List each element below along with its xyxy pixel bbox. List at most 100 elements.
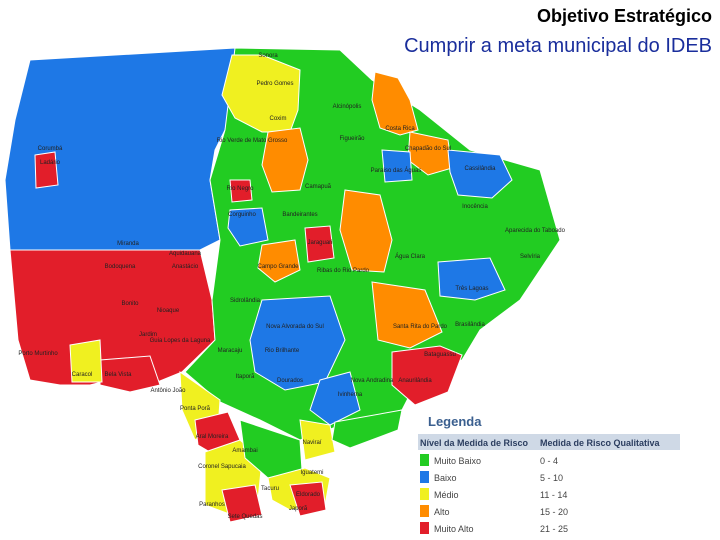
place-label: Paraíso das Águas	[371, 167, 422, 174]
legend-column: Nível da Medida de Risco	[420, 438, 529, 448]
subtitle: Cumprir a meta municipal do IDEB	[404, 35, 712, 57]
place-label: Antônio João	[150, 388, 186, 394]
legend-level: Alto	[434, 507, 450, 517]
place-label: Ribas do Rio Pardo	[317, 268, 370, 274]
legend-column: Medida de Risco Qualitativa	[540, 438, 661, 448]
legend-range: 11 - 14	[540, 490, 567, 500]
place-label: Santa Rita do Pardo	[393, 324, 448, 330]
place-label: Sonora	[258, 53, 278, 59]
region	[381, 149, 413, 183]
legend-level: Médio	[434, 490, 459, 500]
place-label: Jaraguari	[307, 240, 332, 246]
region	[229, 179, 253, 203]
region	[391, 345, 463, 406]
place-label: Jardim	[139, 332, 157, 338]
place-label: Bela Vista	[105, 372, 133, 378]
region	[289, 481, 327, 517]
place-label: Coxim	[269, 116, 286, 122]
place-label: Anaurilândia	[398, 378, 432, 384]
place-label: Eldorado	[296, 492, 321, 498]
place-label: Caracol	[72, 372, 93, 378]
place-label: Paranhos	[199, 502, 225, 508]
place-label: Bodoquena	[105, 264, 136, 270]
region	[309, 371, 361, 426]
place-label: Três Lagoas	[455, 286, 488, 292]
title: Objetivo Estratégico	[537, 6, 712, 26]
legend-range: 0 - 4	[540, 456, 558, 466]
place-label: Itaporã	[236, 374, 255, 380]
region	[257, 239, 301, 283]
legend-level: Baixo	[434, 473, 457, 483]
region	[447, 149, 513, 199]
place-label: Maracaju	[218, 348, 243, 354]
legend-level: Muito Alto	[434, 524, 474, 534]
legend-swatch	[420, 522, 429, 534]
place-label: Selvíria	[520, 254, 541, 260]
place-label: Pedro Gomes	[256, 81, 293, 87]
region	[221, 484, 263, 523]
place-label: Aparecida do Taboado	[505, 228, 566, 234]
place-label: Bandeirantes	[282, 212, 317, 218]
place-label: Naviraí	[302, 440, 321, 446]
place-label: Ivinhema	[338, 392, 363, 398]
place-label: Campo Grande	[257, 264, 299, 270]
region	[371, 71, 419, 136]
region	[304, 225, 335, 263]
place-label: Corumbá	[38, 146, 63, 152]
region	[299, 419, 336, 461]
place-label: Guia Lopes da Laguna	[150, 338, 211, 344]
legend-range: 21 - 25	[540, 524, 568, 534]
place-label: Nova Andradina	[351, 378, 394, 384]
place-label: Coronel Sapucaia	[198, 464, 246, 470]
place-label: Anastácio	[172, 264, 199, 270]
place-label: Corguinho	[228, 212, 256, 218]
place-label: Amambai	[232, 448, 257, 454]
place-label: Ponta Porã	[180, 406, 211, 412]
place-label: Ladário	[40, 160, 61, 166]
place-label: Porto Murtinho	[18, 351, 58, 357]
place-label: Nova Alvorada do Sul	[266, 324, 324, 330]
place-label: Sete Quedas	[227, 514, 262, 520]
place-label: Nioaque	[157, 308, 180, 314]
place-label: Chapadão do Sul	[405, 146, 451, 152]
region	[69, 339, 103, 383]
place-label: Figueirão	[339, 136, 365, 142]
place-label: Rio Brilhante	[265, 348, 300, 354]
legend-swatch	[420, 471, 429, 483]
legend-title: Legenda	[428, 414, 482, 429]
place-label: Camapuã	[305, 184, 332, 190]
region	[331, 409, 403, 449]
legend-range: 5 - 10	[540, 473, 563, 483]
place-label: Brasilândia	[455, 322, 485, 328]
region	[34, 151, 59, 189]
region	[261, 127, 309, 193]
legend-box	[412, 408, 702, 536]
place-label: Alcinópolis	[333, 104, 362, 110]
place-label: Japorã	[289, 506, 308, 512]
region	[437, 257, 506, 301]
place-label: Bonito	[121, 301, 139, 307]
place-label: Aral Moreira	[196, 434, 229, 440]
legend-swatch	[420, 488, 429, 500]
legend-swatch	[420, 454, 429, 466]
region	[339, 189, 393, 273]
legend-swatch	[420, 505, 429, 517]
place-label: Costa Rica	[385, 126, 415, 132]
legend-header-bg	[418, 434, 680, 450]
place-label: Dourados	[277, 378, 303, 384]
legend-range: 15 - 20	[540, 507, 568, 517]
region	[371, 281, 443, 349]
region	[9, 249, 216, 386]
place-label: Inocência	[462, 204, 488, 210]
place-label: Cassilândia	[464, 166, 496, 172]
place-label: Miranda	[117, 241, 139, 247]
place-label: Iguatemi	[300, 470, 323, 476]
place-label: Aquidauana	[169, 251, 202, 257]
place-label: Tacuru	[261, 486, 279, 492]
region	[249, 295, 346, 391]
map: Sonora Pedro Gomes Coxim Alcinópolis Rio…	[4, 47, 566, 523]
place-label: Rio Verde de Mato Grosso	[217, 138, 288, 144]
region	[227, 207, 269, 247]
legend: Legenda Nível da Medida de Risco Medida …	[412, 408, 702, 536]
